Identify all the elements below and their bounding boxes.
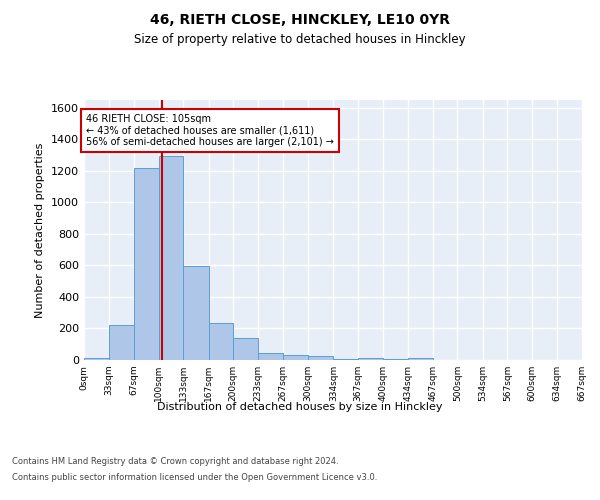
Bar — [84, 358, 109, 360]
Bar — [334, 359, 358, 360]
Text: Contains HM Land Registry data © Crown copyright and database right 2024.: Contains HM Land Registry data © Crown c… — [12, 458, 338, 466]
Text: Distribution of detached houses by size in Hinckley: Distribution of detached houses by size … — [157, 402, 443, 412]
Bar — [383, 359, 408, 360]
Bar — [408, 358, 433, 360]
Bar — [109, 326, 134, 360]
Bar — [283, 356, 308, 360]
Y-axis label: Number of detached properties: Number of detached properties — [35, 142, 46, 318]
Bar — [358, 358, 383, 360]
Bar — [184, 266, 209, 360]
Text: Contains public sector information licensed under the Open Government Licence v3: Contains public sector information licen… — [12, 472, 377, 482]
Bar — [158, 156, 184, 360]
Bar — [308, 356, 334, 360]
Bar — [258, 353, 283, 360]
Bar — [233, 338, 258, 360]
Text: 46 RIETH CLOSE: 105sqm
← 43% of detached houses are smaller (1,611)
56% of semi-: 46 RIETH CLOSE: 105sqm ← 43% of detached… — [86, 114, 334, 148]
Text: 46, RIETH CLOSE, HINCKLEY, LE10 0YR: 46, RIETH CLOSE, HINCKLEY, LE10 0YR — [150, 12, 450, 26]
Bar — [134, 168, 158, 360]
Bar — [209, 323, 233, 360]
Text: Size of property relative to detached houses in Hinckley: Size of property relative to detached ho… — [134, 32, 466, 46]
